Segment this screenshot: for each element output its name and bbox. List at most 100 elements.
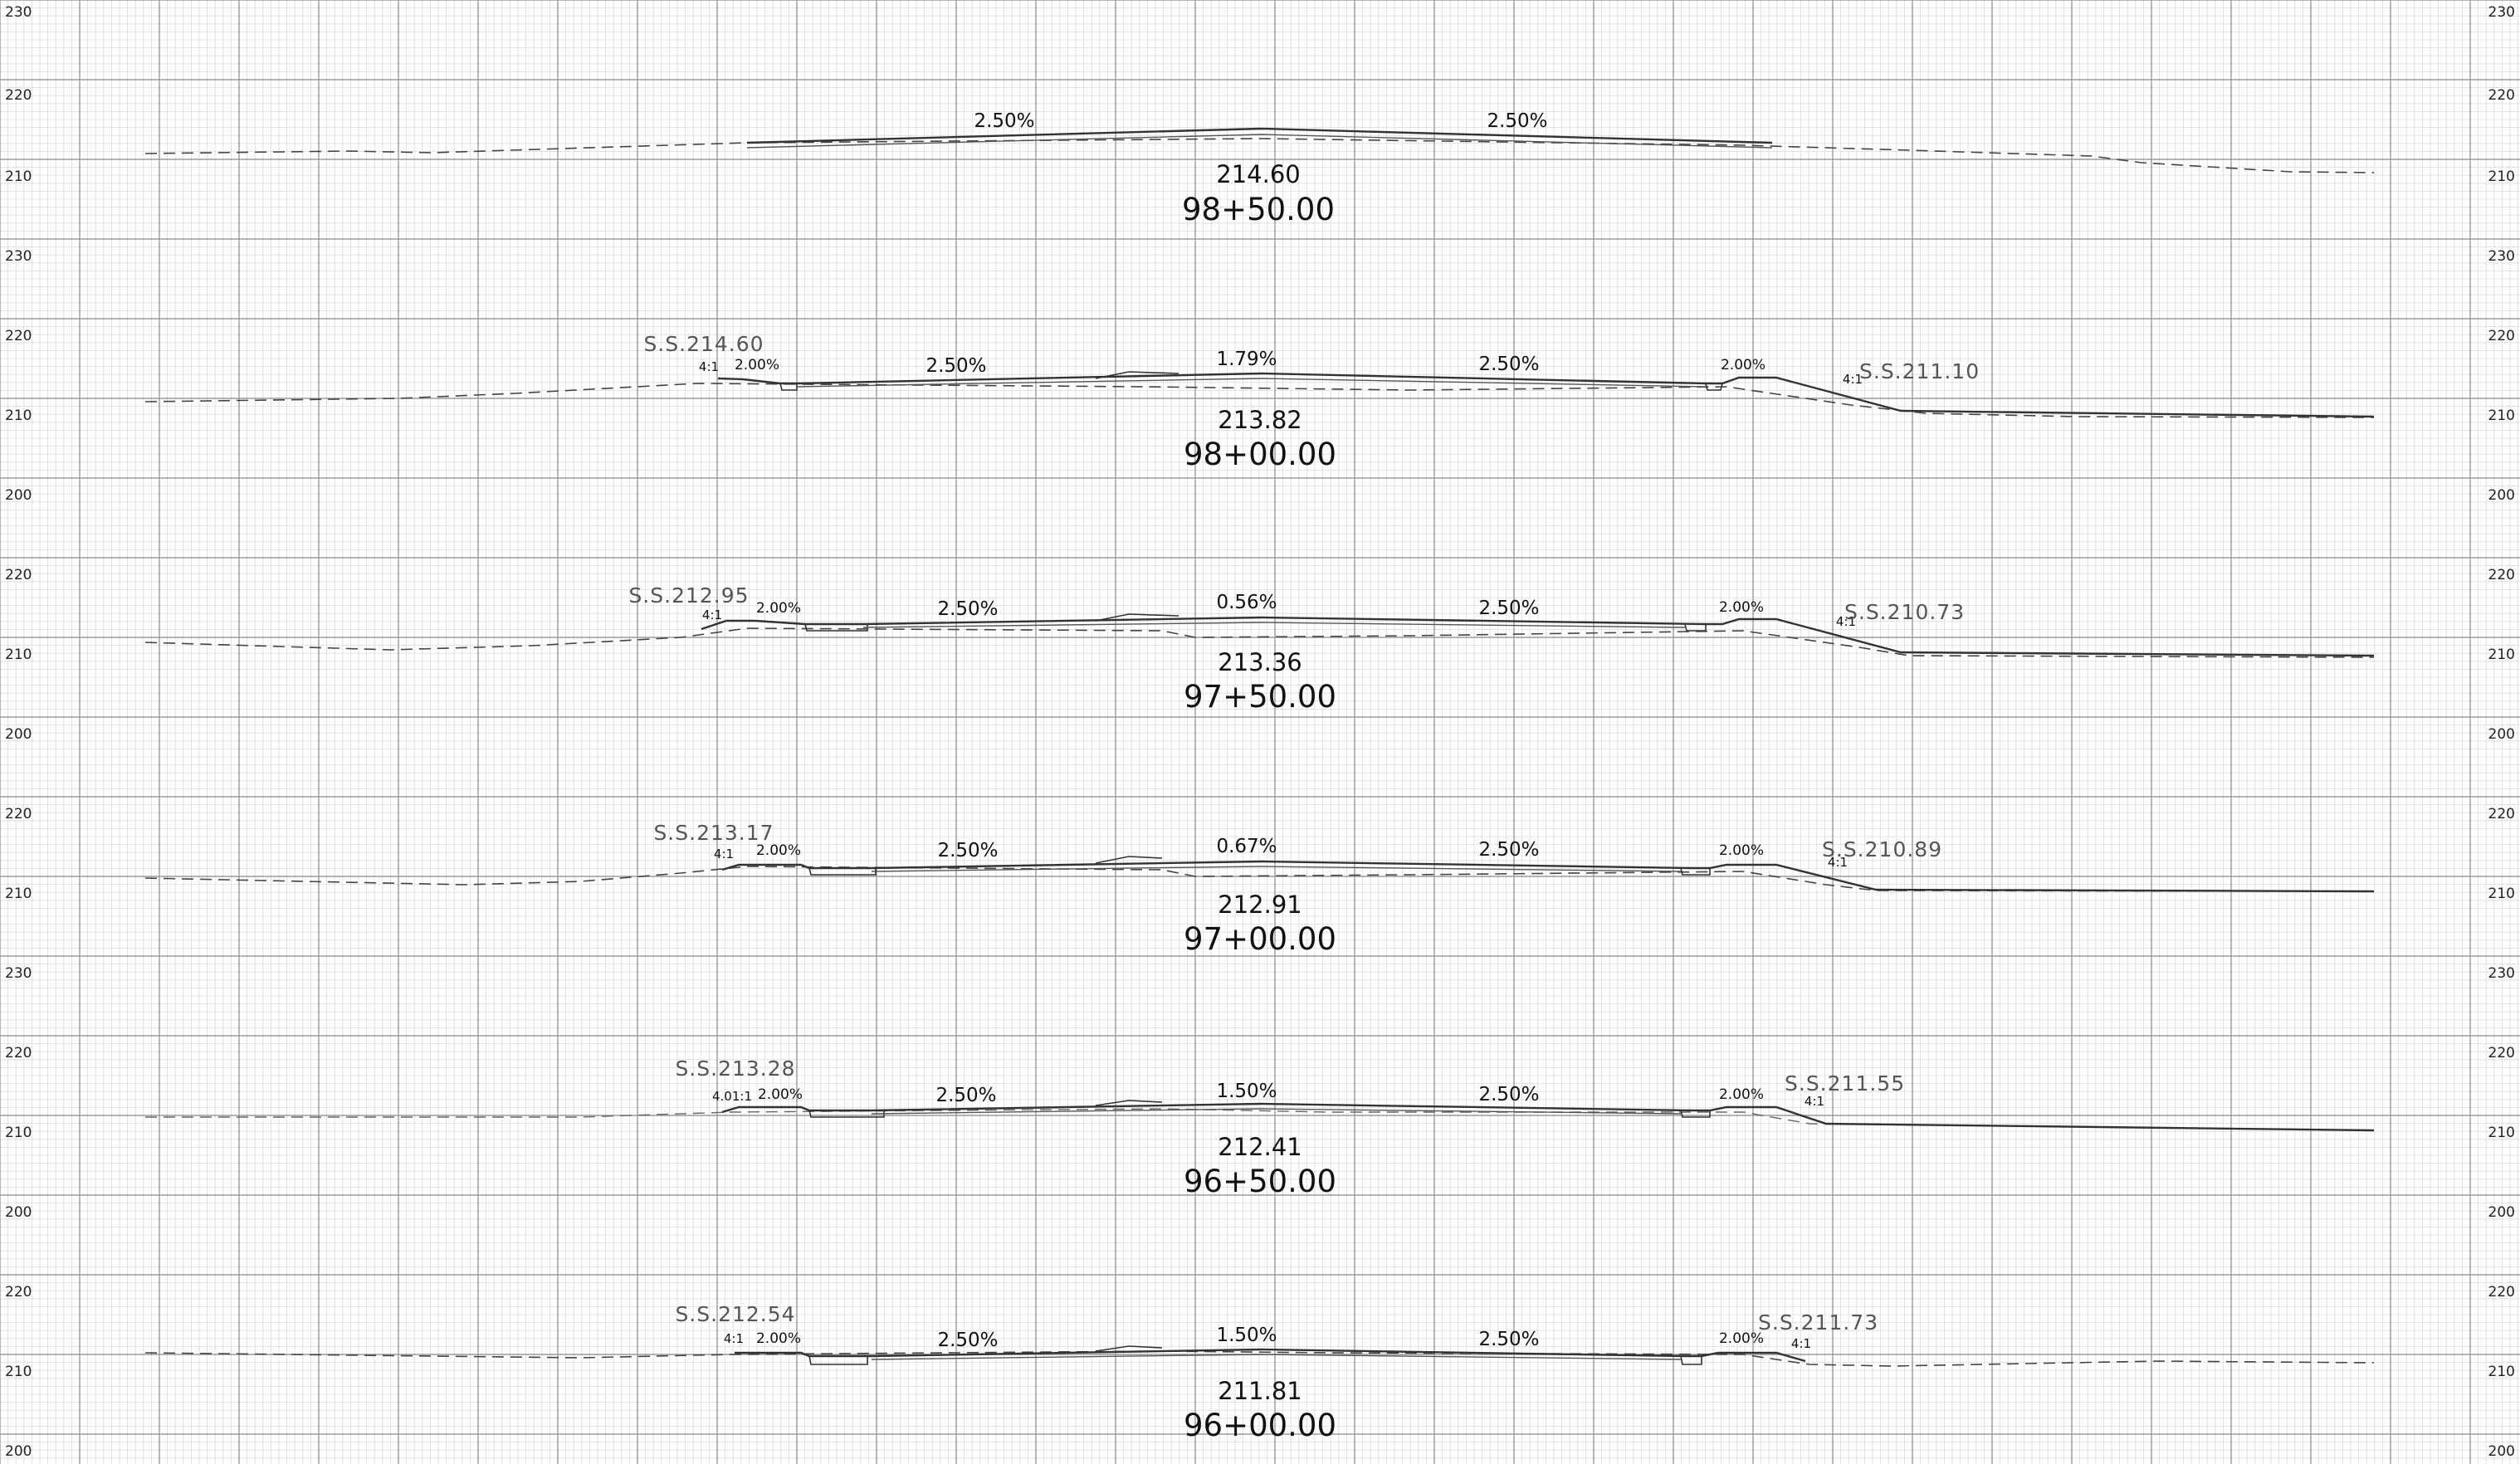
shoulder-slope-left: 2.00%: [756, 842, 801, 859]
crown-slope: 1.50%: [1216, 1081, 1277, 1102]
slope-label: 2.50%: [1478, 354, 1539, 375]
elev-label: 200: [5, 1443, 32, 1460]
finished-grade-line: [746, 127, 1773, 144]
shoulder-slope-left: 2.00%: [756, 600, 801, 617]
cross-section-98-00: S.S.214.60 4:1 2.00% 2.50% 1.79% 2.50% 2…: [144, 332, 2375, 472]
slope-label: 2.50%: [1478, 598, 1539, 619]
elev-label: 200: [2488, 487, 2515, 504]
slope-ratio-left: 4:1: [702, 608, 722, 622]
slope-label: 2.50%: [1487, 110, 1547, 132]
elev-label: 220: [5, 87, 32, 104]
slope-label: 2.50%: [937, 598, 998, 620]
elev-label: 210: [2488, 168, 2515, 185]
shoulder-slope-right: 2.00%: [1719, 599, 1764, 616]
slope-label: 2.50%: [925, 355, 986, 377]
crown-slope: 1.79%: [1216, 349, 1277, 370]
elev-label: 220: [2488, 567, 2515, 583]
elev-label: 210: [2488, 886, 2515, 902]
centerline-elevation: 213.82: [1218, 406, 1302, 434]
pavement-bottom-line: [871, 1108, 1682, 1115]
slope-label: 2.50%: [937, 1330, 998, 1351]
slope-label: 2.50%: [1478, 839, 1539, 861]
elev-label: 200: [5, 1204, 32, 1221]
centerline-elevation: 214.60: [1216, 160, 1300, 188]
centerline-elevation: 211.81: [1218, 1377, 1302, 1405]
elev-label: 210: [2488, 407, 2515, 424]
curb-and-gutter: [808, 1345, 1702, 1365]
station-label: 97+00.00: [1184, 921, 1336, 957]
slope-ratio-left: 4:1: [714, 847, 734, 861]
finished-grade-line: [735, 1348, 1806, 1363]
elev-label: 220: [5, 806, 32, 822]
elev-label: 210: [2488, 1364, 2515, 1380]
shoulder-slope-right: 2.00%: [1719, 1086, 1764, 1103]
cross-section-97-00: S.S.213.17 4:1 2.00% 2.50% 0.67% 2.50% 2…: [144, 821, 2375, 957]
elev-label: 230: [5, 248, 32, 265]
elev-label: 220: [2488, 1284, 2515, 1301]
elev-label: 200: [5, 726, 32, 743]
slope-label: 2.50%: [974, 110, 1034, 132]
slope-stake-left: S.S.214.60: [643, 332, 764, 356]
slope-stake-left: S.S.213.17: [653, 821, 774, 845]
elev-label: 210: [5, 1364, 32, 1380]
slope-ratio-right: 4:1: [1805, 1094, 1824, 1109]
finished-grade-line: [721, 1102, 2375, 1132]
slope-label: 2.50%: [937, 840, 998, 861]
slope-label: 2.50%: [1478, 1084, 1539, 1105]
crown-slope: 0.56%: [1216, 592, 1277, 613]
pavement-bottom-line: [796, 378, 1707, 388]
elev-label: 230: [2488, 248, 2515, 265]
slope-stake-right: S.S.211.55: [1785, 1071, 1905, 1096]
centerline-elevation: 213.36: [1218, 648, 1302, 676]
elev-label: 220: [2488, 1045, 2515, 1061]
elev-label: 220: [5, 567, 32, 583]
slope-ratio-right: 4:1: [1791, 1336, 1811, 1351]
pavement-bottom-line: [746, 134, 1773, 149]
slope-stake-right: S.S.211.73: [1758, 1310, 1878, 1335]
station-label: 96+50.00: [1184, 1164, 1336, 1199]
slope-stake-right: S.S.210.73: [1844, 600, 1965, 624]
elev-label: 210: [5, 168, 32, 185]
station-label: 98+50.00: [1182, 192, 1335, 227]
shoulder-slope-right: 2.00%: [1719, 1330, 1764, 1347]
cross-section-98-50: 2.50% 2.50% 214.60 98+50.00: [144, 110, 2375, 227]
slope-stake-left: S.S.212.54: [675, 1302, 795, 1326]
existing-ground-line: [144, 627, 2375, 658]
shoulder-slope-left: 2.00%: [758, 1086, 803, 1103]
elev-label: 210: [5, 1125, 32, 1141]
crown-slope: 0.67%: [1216, 836, 1277, 857]
crown-slope: 1.50%: [1216, 1325, 1277, 1346]
shoulder-slope-right: 2.00%: [1719, 842, 1764, 859]
elev-label: 220: [5, 328, 32, 344]
elev-label: 220: [2488, 806, 2515, 822]
shoulder-slope-right: 2.00%: [1721, 357, 1765, 373]
elev-label: 210: [5, 647, 32, 663]
slope-label: 2.50%: [1478, 1329, 1539, 1350]
cross-section-96-00: S.S.212.54 4:1 2.00% 2.50% 1.50% 2.50% 2…: [144, 1302, 2375, 1443]
elev-label: 210: [2488, 1125, 2515, 1141]
elev-label: 220: [5, 1284, 32, 1301]
station-label: 96+00.00: [1184, 1408, 1336, 1443]
elevation-axis-right: 230 220 210 230 220 210 200 220 210 200 …: [2488, 4, 2515, 1460]
slope-ratio-left: 4:1: [699, 359, 719, 374]
pavement-bottom-line: [862, 622, 1686, 628]
cross-section-96-50: S.S.213.28 4.01:1 2.00% 2.50% 1.50% 2.50…: [145, 1057, 2375, 1199]
slope-stake-right: S.S.211.10: [1859, 359, 1980, 383]
slope-ratio-right: 4:1: [1836, 614, 1856, 629]
elev-label: 230: [5, 4, 32, 21]
slope-stake-left: S.S.213.28: [675, 1057, 795, 1081]
elev-label: 200: [2488, 1443, 2515, 1460]
station-label: 98+00.00: [1184, 437, 1336, 472]
shoulder-slope-left: 2.00%: [735, 357, 779, 373]
elev-label: 230: [2488, 4, 2515, 21]
shoulder-slope-left: 2.00%: [756, 1330, 801, 1347]
slope-ratio-right: 4:1: [1843, 372, 1863, 387]
elev-label: 220: [2488, 87, 2515, 104]
pavement-bottom-line: [871, 1354, 1682, 1360]
existing-ground-line: [144, 138, 2375, 173]
elev-label: 200: [5, 487, 32, 504]
finished-grade-line: [701, 616, 2375, 657]
elev-label: 220: [2488, 328, 2515, 344]
